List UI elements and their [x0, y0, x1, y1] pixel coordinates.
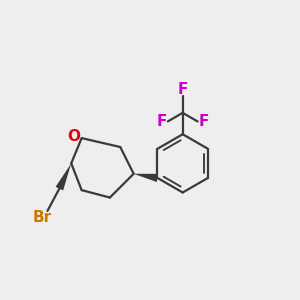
Text: O: O: [67, 129, 80, 144]
Polygon shape: [134, 174, 158, 182]
Text: F: F: [198, 114, 209, 129]
Text: Br: Br: [32, 210, 52, 225]
Text: F: F: [178, 82, 188, 97]
Text: F: F: [157, 114, 167, 129]
Polygon shape: [56, 164, 71, 190]
